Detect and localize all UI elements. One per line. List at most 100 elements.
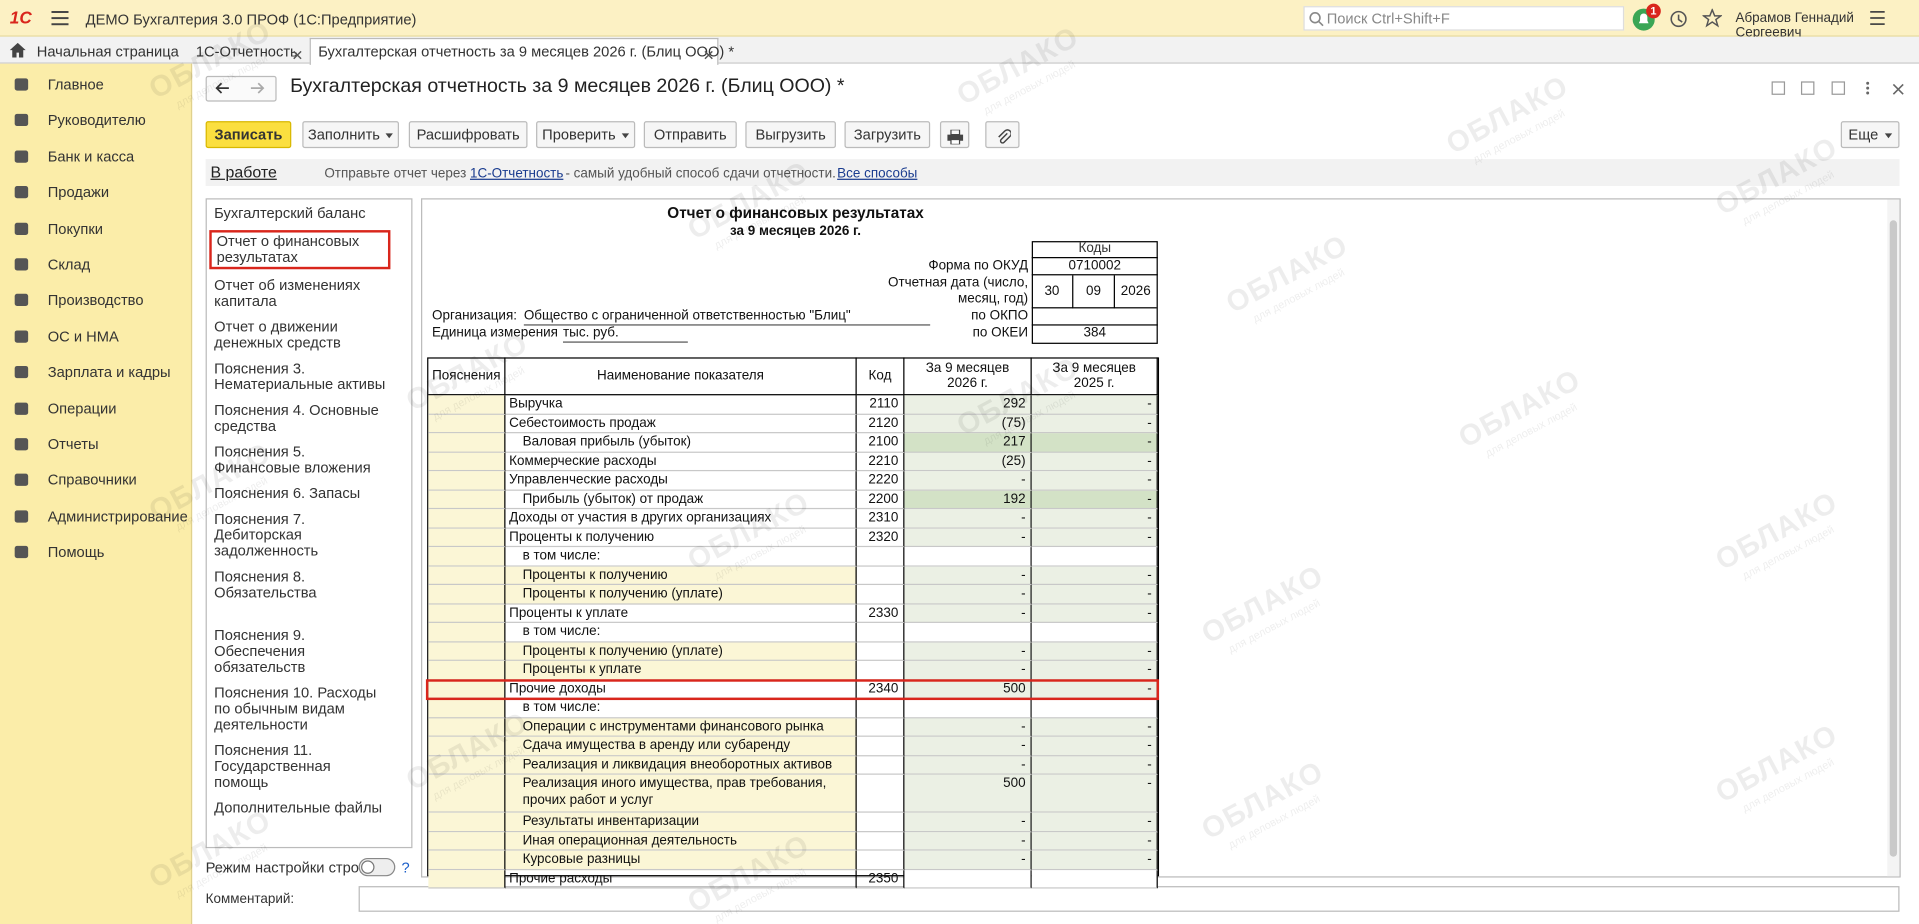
value-cell[interactable]: - xyxy=(1031,395,1158,415)
explanation-cell[interactable] xyxy=(428,698,506,718)
explanation-cell[interactable] xyxy=(428,717,506,737)
unit-value[interactable]: тыс. руб. xyxy=(562,326,688,343)
explanation-cell[interactable] xyxy=(428,452,506,472)
sidebar-icon[interactable] xyxy=(13,257,29,272)
help-link[interactable]: ? xyxy=(401,859,410,877)
sidebar-item[interactable]: Зарплата и кадры xyxy=(47,363,171,381)
user-name[interactable]: Абрамов Геннадий Сергеевич xyxy=(1735,11,1854,41)
sidebar-item[interactable]: Администрирование xyxy=(47,507,188,525)
forward-button[interactable] xyxy=(248,80,265,97)
date-month[interactable]: 09 xyxy=(1073,275,1115,309)
attach-button[interactable] xyxy=(985,121,1020,149)
value-cell[interactable]: - xyxy=(1031,490,1158,510)
value-cell[interactable]: - xyxy=(1031,452,1158,472)
print-button[interactable] xyxy=(939,121,970,149)
explanation-cell[interactable] xyxy=(428,869,506,889)
value-cell[interactable]: 192 xyxy=(904,490,1032,510)
section-item[interactable]: Пояснения 6. Запасы xyxy=(214,484,361,502)
more-button[interactable]: Еще xyxy=(1840,121,1900,149)
section-item[interactable]: Пояснения 8. Обязательства xyxy=(214,567,317,601)
sidebar-item[interactable]: Справочники xyxy=(47,471,137,489)
toolbar-button[interactable]: Проверить xyxy=(536,121,636,149)
toolbar-button[interactable]: Отправить xyxy=(643,121,737,149)
value-cell[interactable]: - xyxy=(904,566,1032,586)
value-cell[interactable]: - xyxy=(1031,717,1158,737)
value-cell[interactable]: - xyxy=(904,831,1032,851)
value-cell[interactable]: - xyxy=(904,509,1032,529)
value-cell[interactable]: - xyxy=(1031,812,1158,832)
tab-close[interactable] xyxy=(704,47,714,60)
value-cell[interactable]: (25) xyxy=(904,452,1032,472)
value-cell[interactable]: - xyxy=(904,603,1032,623)
status-link[interactable]: В работе xyxy=(210,162,277,182)
date-year[interactable]: 2026 xyxy=(1114,275,1157,309)
favorites-icon[interactable] xyxy=(1701,7,1724,29)
value-cell[interactable]: - xyxy=(1031,603,1158,623)
value-cell[interactable]: - xyxy=(904,736,1032,756)
home-icon[interactable] xyxy=(9,42,26,58)
sidebar-icon[interactable] xyxy=(13,545,29,560)
value-cell[interactable]: - xyxy=(904,850,1032,870)
value-cell[interactable]: - xyxy=(904,528,1032,548)
section-item[interactable]: Пояснения 9. Обеспечения обязательств xyxy=(214,626,306,676)
toolbar-button[interactable]: Расшифровать xyxy=(408,121,528,149)
explanation-cell[interactable] xyxy=(428,585,506,604)
section-item[interactable]: Пояснения 5. Финансовые вложения xyxy=(214,443,371,477)
value-cell[interactable]: - xyxy=(904,812,1032,832)
sidebar-item[interactable]: Помощь xyxy=(47,543,105,561)
value-cell[interactable]: - xyxy=(1031,509,1158,529)
value-cell[interactable]: - xyxy=(1031,414,1158,434)
value-cell[interactable]: - xyxy=(1031,585,1158,604)
explanation-cell[interactable] xyxy=(428,528,506,548)
sidebar-icon[interactable] xyxy=(13,77,29,92)
sidebar-icon[interactable] xyxy=(13,185,29,200)
section-item[interactable]: Пояснения 11. Государственная помощь xyxy=(214,741,331,791)
value-cell[interactable]: - xyxy=(1031,641,1158,661)
explanation-cell[interactable] xyxy=(428,603,506,623)
sidebar-item[interactable]: Операции xyxy=(47,399,117,417)
history-icon[interactable] xyxy=(1669,10,1687,28)
settings-menu-icon[interactable] xyxy=(1870,11,1885,26)
explanation-cell[interactable] xyxy=(428,736,506,756)
value-cell[interactable]: (75) xyxy=(904,414,1032,434)
sidebar-icon[interactable] xyxy=(13,293,29,308)
value-cell[interactable]: - xyxy=(904,641,1032,661)
section-item[interactable]: Отчет о движении денежных средств xyxy=(214,318,341,352)
value-cell[interactable]: - xyxy=(904,471,1032,491)
logo[interactable]: 1С xyxy=(9,7,32,27)
explanation-cell[interactable] xyxy=(428,622,506,642)
tab[interactable]: Бухгалтерская отчетность за 9 месяцев 20… xyxy=(318,42,735,60)
back-button[interactable] xyxy=(214,80,231,97)
explanation-cell[interactable] xyxy=(428,774,506,813)
sidebar-item[interactable]: Руководителю xyxy=(47,111,146,129)
tab-close[interactable] xyxy=(293,47,303,60)
value-cell[interactable]: - xyxy=(1031,755,1158,775)
form-tool-icon[interactable] xyxy=(1800,81,1815,96)
sidebar-item[interactable]: Главное xyxy=(47,75,104,94)
value-cell[interactable]: 500 xyxy=(904,774,1032,813)
toolbar-button[interactable]: Загрузить xyxy=(844,121,931,149)
value-cell[interactable]: - xyxy=(1031,566,1158,586)
sidebar-icon[interactable] xyxy=(13,149,29,164)
form-tool-icon[interactable] xyxy=(1771,81,1786,96)
section-item[interactable]: Пояснения 10. Расходы по обычным видам д… xyxy=(214,684,377,734)
sidebar-item[interactable]: ОС и НМА xyxy=(47,327,119,345)
info-link[interactable]: Все способы xyxy=(837,166,918,182)
toolbar-button[interactable]: Выгрузить xyxy=(745,121,836,149)
menu-icon[interactable] xyxy=(51,11,69,26)
org-value[interactable]: Общество с ограниченной ответственностью… xyxy=(523,308,931,326)
search-box[interactable]: Поиск Ctrl+Shift+F xyxy=(1303,6,1625,31)
sidebar-icon[interactable] xyxy=(13,473,29,488)
scrollbar-thumb[interactable] xyxy=(1889,220,1898,857)
form-tool-icon[interactable] xyxy=(1831,81,1846,96)
sidebar-icon[interactable] xyxy=(13,365,29,380)
section-item[interactable]: Пояснения 4. Основные средства xyxy=(214,401,379,435)
sidebar-icon[interactable] xyxy=(13,329,29,344)
section-item[interactable]: Отчет о финансовых результатах xyxy=(209,230,391,270)
explanation-cell[interactable] xyxy=(428,660,506,680)
value-cell[interactable]: - xyxy=(1031,660,1158,680)
sidebar-item[interactable]: Покупки xyxy=(47,219,103,237)
comment-input[interactable] xyxy=(358,886,1900,912)
tab-active[interactable] xyxy=(309,37,719,65)
value-cell[interactable]: 217 xyxy=(904,433,1032,453)
